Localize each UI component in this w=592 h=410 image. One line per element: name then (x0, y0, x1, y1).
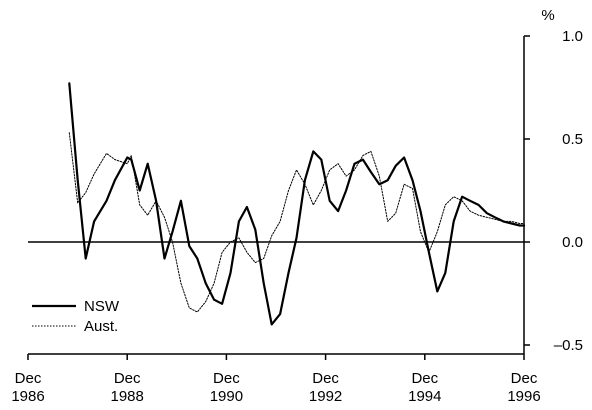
x-tick-label-year-1: 1988 (111, 388, 144, 405)
legend: NSW Aust. (32, 298, 120, 335)
y-tick-label-1: 0.5 (562, 131, 583, 148)
legend-label-nsw: NSW (84, 298, 120, 315)
y-tick-label-2: 0.0 (562, 234, 583, 251)
series-line-nsw (68, 82, 526, 326)
x-tick-label-year-3: 1992 (309, 388, 342, 405)
x-tick-label-month-1: Dec (114, 370, 141, 387)
series-group (68, 82, 526, 326)
x-tick-label-month-4: Dec (411, 370, 438, 387)
x-tick-label-month-5: Dec (511, 370, 538, 387)
x-tick-labels: Dec1986Dec1988Dec1990Dec1992Dec1994Dec19… (11, 370, 540, 405)
x-tick-label-year-5: 1996 (507, 388, 540, 405)
y-axis-unit-label: % (541, 7, 554, 24)
x-tick-label-year-0: 1986 (11, 388, 44, 405)
legend-label-aust: Aust. (84, 318, 118, 335)
y-tick-label-0: 1.0 (562, 28, 583, 45)
y-tick-labels: 1.0 0.5 0.0 –0.5 (554, 28, 583, 354)
series-line-aust (68, 132, 525, 313)
x-tick-label-month-3: Dec (312, 370, 339, 387)
x-tick-label-month-2: Dec (213, 370, 240, 387)
y-tick-label-3: –0.5 (554, 337, 583, 354)
x-tick-label-month-0: Dec (15, 370, 42, 387)
x-tick-label-year-2: 1990 (210, 388, 243, 405)
x-tick-label-year-4: 1994 (408, 388, 441, 405)
axes (27, 35, 530, 360)
